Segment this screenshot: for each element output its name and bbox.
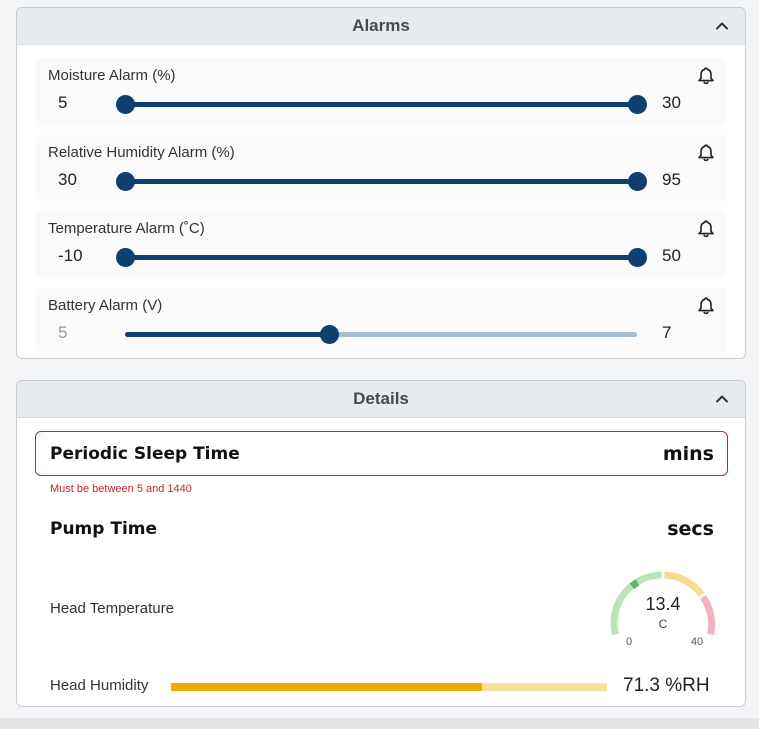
battery-alarm-thumb[interactable]	[320, 325, 340, 344]
chevron-up-icon[interactable]	[715, 19, 729, 33]
bell-icon[interactable]	[696, 219, 716, 239]
bell-icon[interactable]	[696, 66, 716, 86]
temperature-alarm-min-value: -10	[58, 246, 83, 265]
relative-humidity-alarm-min-value: 30	[58, 170, 77, 189]
moisture-alarm-min-value: 5	[58, 93, 68, 112]
relative-humidity-alarm-slider[interactable]	[115, 172, 647, 191]
pump-time-field[interactable]: Pump Time secs	[35, 509, 728, 549]
moisture-alarm-max-value: 30	[662, 93, 681, 112]
battery-alarm-label: Battery Alarm (V)	[48, 297, 163, 314]
alarms-panel-header[interactable]: Alarms	[17, 8, 745, 45]
periodic-sleep-time-field[interactable]: Periodic Sleep Time mins	[35, 431, 728, 476]
details-panel-title: Details	[353, 389, 409, 408]
battery-alarm-min-value: 5	[58, 323, 68, 342]
battery-alarm-max-value: 7	[662, 323, 672, 342]
temperature-alarm-slider[interactable]	[115, 248, 647, 267]
relative-humidity-alarm-row: Relative Humidity Alarm (%) 30 95	[36, 135, 727, 201]
temperature-alarm-min-thumb[interactable]	[115, 248, 135, 267]
battery-alarm-row: Battery Alarm (V) 5 7	[36, 288, 727, 354]
temperature-alarm-row: Temperature Alarm (˚C) -10 50	[36, 211, 727, 277]
temperature-alarm-label: Temperature Alarm (˚C)	[48, 220, 205, 237]
gauge-arc-red	[700, 594, 716, 636]
moisture-alarm-label: Moisture Alarm (%)	[48, 67, 176, 84]
pump-time-label: Pump Time	[50, 519, 158, 539]
bell-icon[interactable]	[696, 143, 716, 163]
gauge-arc-yellow	[664, 571, 705, 597]
moisture-alarm-slider[interactable]	[115, 95, 647, 114]
pump-time-unit: secs	[667, 518, 714, 540]
temperature-alarm-slider-fill	[125, 255, 637, 260]
battery-alarm-slider[interactable]	[125, 325, 637, 344]
head-humidity-bar-fill	[171, 683, 482, 691]
moisture-alarm-max-thumb[interactable]	[627, 95, 647, 114]
chevron-up-icon[interactable]	[715, 392, 729, 406]
bell-icon[interactable]	[696, 296, 716, 316]
relative-humidity-alarm-min-thumb[interactable]	[115, 172, 135, 191]
relative-humidity-alarm-label: Relative Humidity Alarm (%)	[48, 144, 235, 161]
details-panel: Details Periodic Sleep Time mins Must be…	[16, 380, 746, 707]
alarms-panel: Alarms Moisture Alarm (%) 5 30 Relative …	[16, 7, 746, 359]
alarms-panel-title: Alarms	[352, 16, 410, 35]
gauge-arc-green	[610, 571, 662, 636]
battery-alarm-slider-fill	[125, 332, 330, 337]
relative-humidity-alarm-max-value: 95	[662, 170, 681, 189]
head-temperature-unit: C	[659, 617, 668, 631]
periodic-sleep-time-label: Periodic Sleep Time	[50, 444, 240, 464]
head-temperature-label: Head Temperature	[50, 600, 174, 617]
bottom-strip	[0, 718, 759, 729]
details-panel-header[interactable]: Details	[17, 381, 745, 418]
relative-humidity-alarm-max-thumb[interactable]	[627, 172, 647, 191]
head-humidity-value: 71.3 %RH	[623, 675, 710, 696]
moisture-alarm-min-thumb[interactable]	[115, 95, 135, 114]
periodic-sleep-time-unit: mins	[662, 443, 714, 465]
head-humidity-label: Head Humidity	[50, 677, 149, 694]
head-temperature-gauge: 13.4 C 0 40	[610, 571, 716, 648]
relative-humidity-alarm-slider-fill	[125, 179, 637, 184]
temperature-alarm-max-value: 50	[662, 246, 681, 265]
temperature-alarm-max-thumb[interactable]	[627, 248, 647, 267]
gauge-max-label: 40	[691, 636, 703, 648]
head-temperature-value: 13.4	[645, 594, 680, 614]
moisture-alarm-row: Moisture Alarm (%) 5 30	[36, 58, 727, 124]
gauge-min-label: 0	[626, 636, 632, 648]
moisture-alarm-slider-fill	[125, 102, 637, 107]
head-humidity-bar	[171, 683, 607, 691]
periodic-sleep-time-error: Must be between 5 and 1440	[50, 483, 192, 495]
gauge-needle	[629, 579, 640, 590]
